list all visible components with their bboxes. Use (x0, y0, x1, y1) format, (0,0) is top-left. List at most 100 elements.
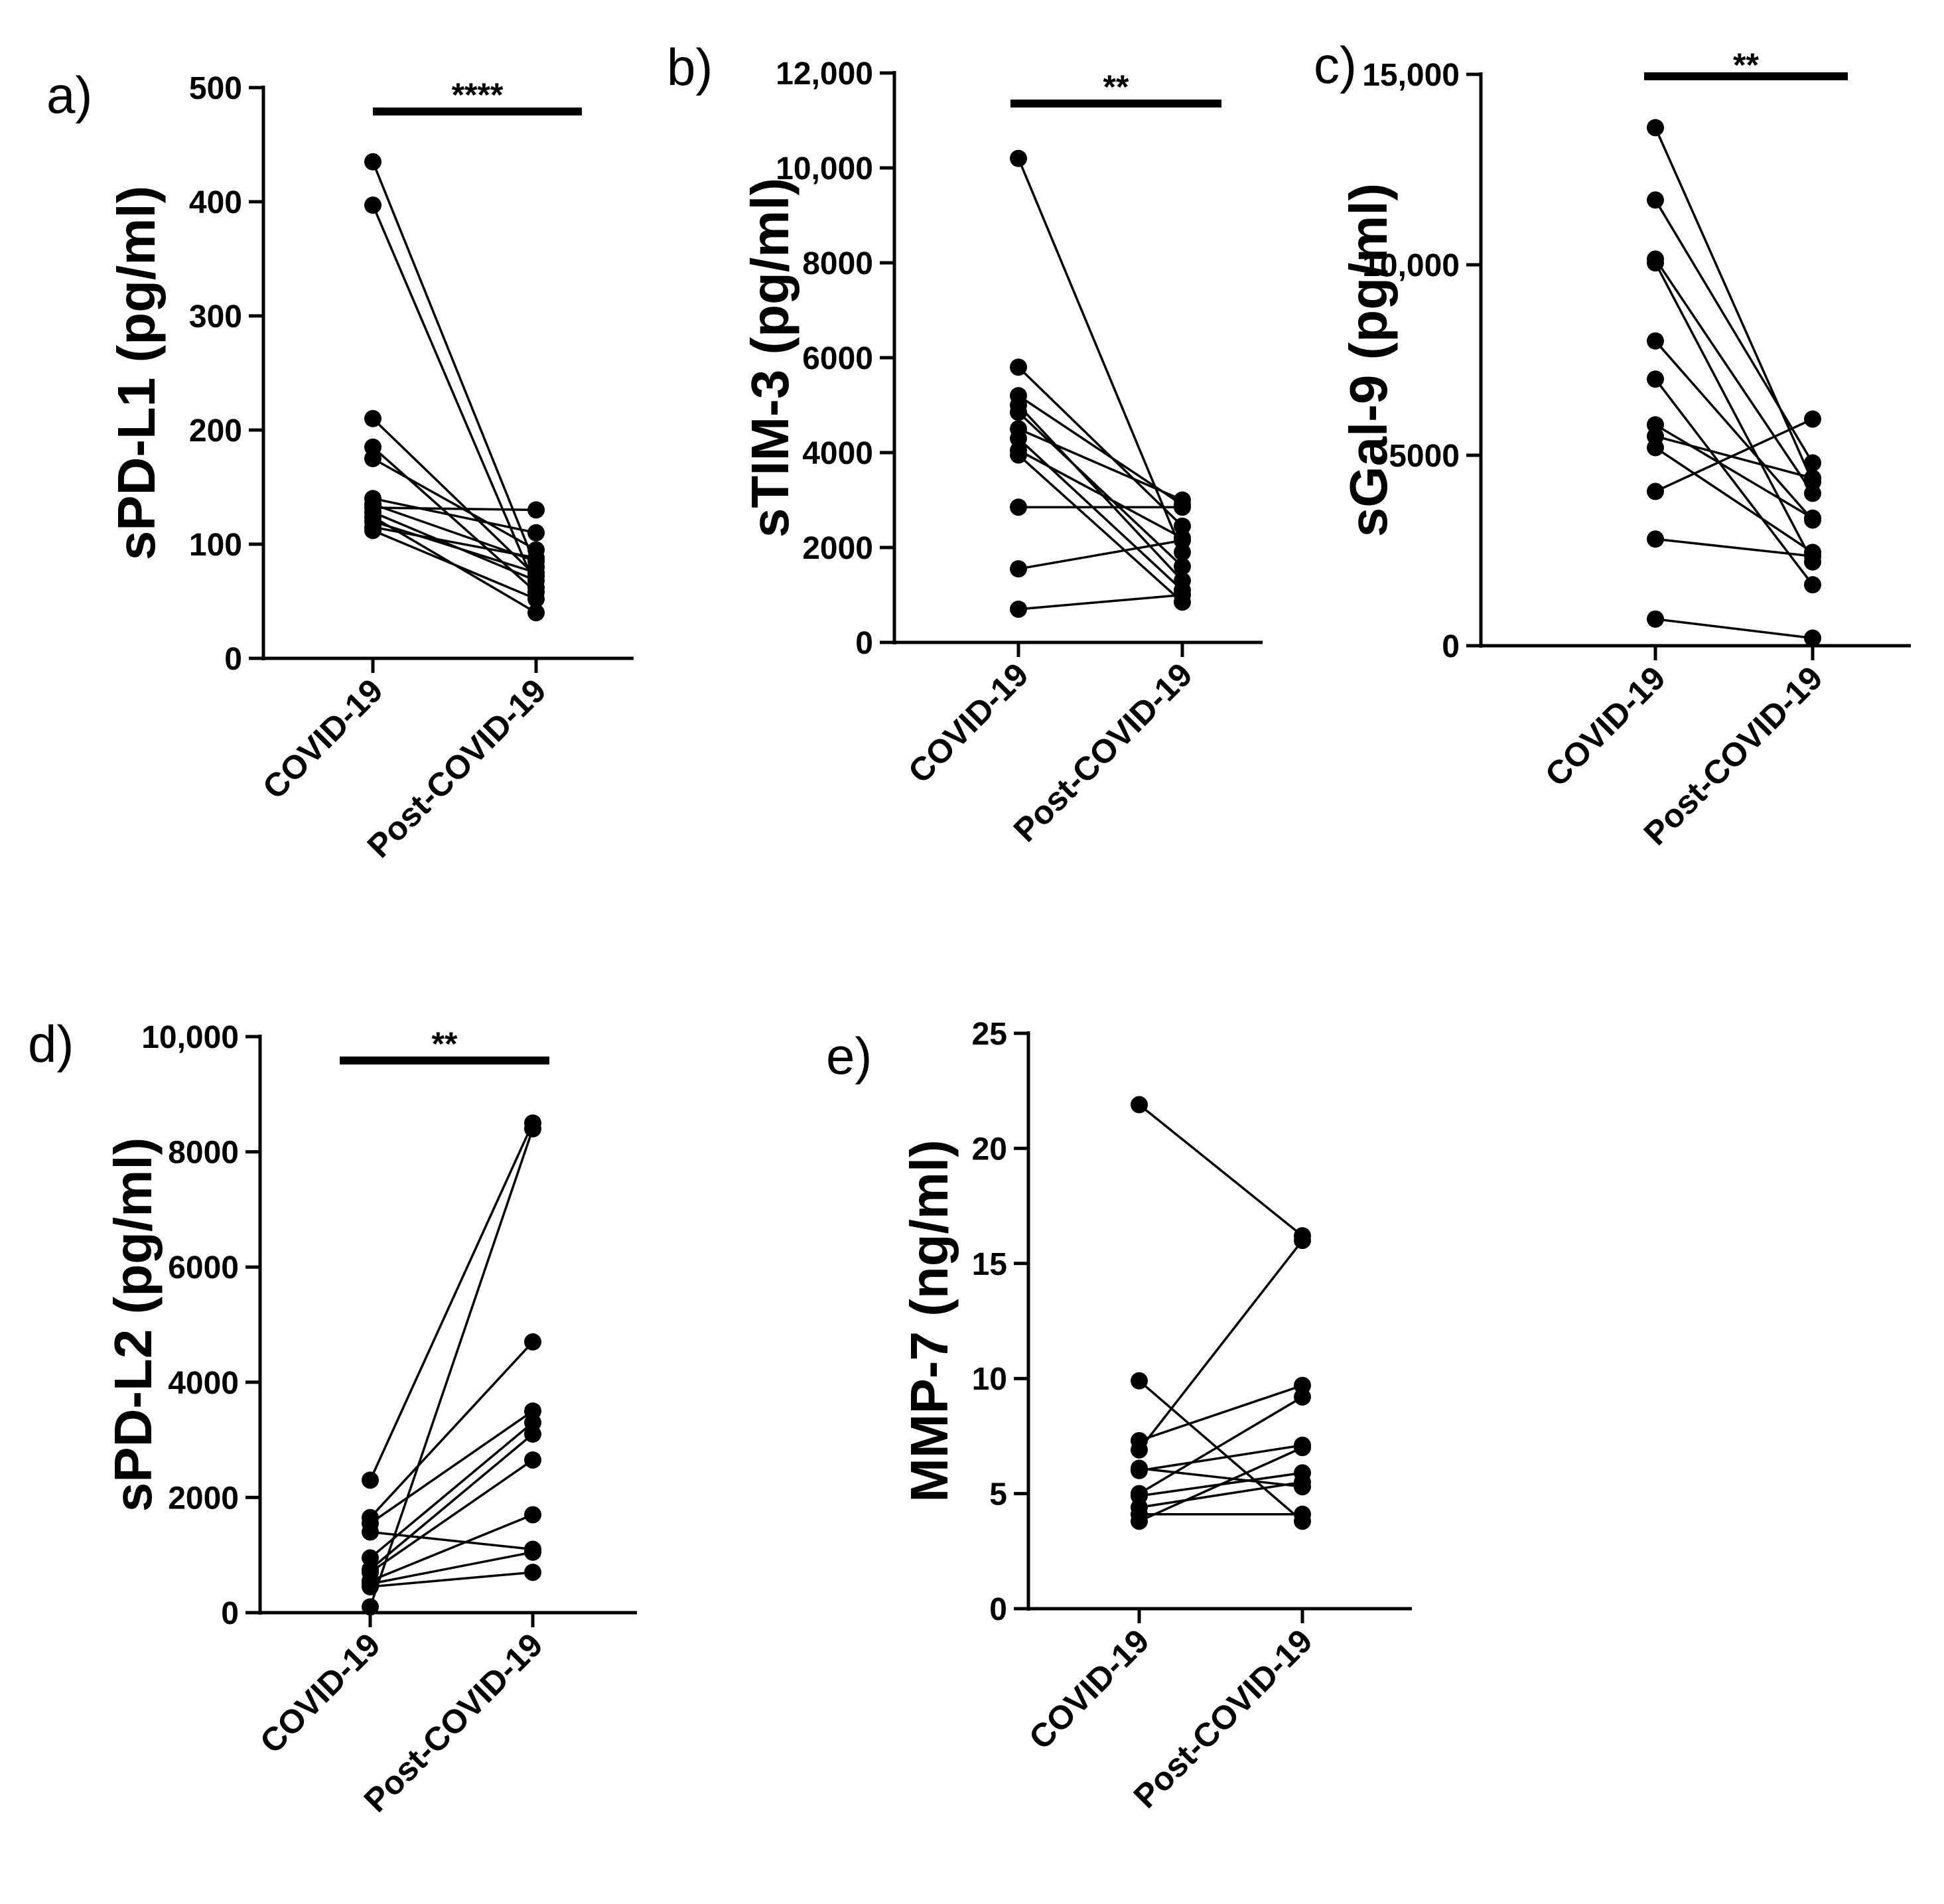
pair-line (369, 1122, 534, 1481)
data-point-covid (364, 522, 382, 540)
x-category-label: COVID-19 (255, 672, 390, 806)
pair-line (372, 497, 537, 534)
y-tick-label: 10,000 (1362, 248, 1460, 283)
x-category-label: Post-COVID-19 (357, 1626, 550, 1819)
data-point-post-covid (524, 1543, 541, 1561)
data-point-post-covid (524, 1425, 541, 1443)
y-tick-label: 6000 (168, 1250, 239, 1285)
data-point-post-covid (527, 524, 545, 542)
data-point-covid (1010, 600, 1027, 618)
y-tick-label: 4000 (168, 1366, 239, 1401)
y-tick-label: 6000 (802, 341, 873, 376)
data-point-covid (1131, 1512, 1148, 1530)
panel-letter: d) (28, 1015, 74, 1073)
y-tick-label: 200 (189, 413, 242, 449)
data-point-covid (1131, 1096, 1148, 1114)
chart-panel-3: c)0500010,00015,000COVID-19Post-COVID-19… (1314, 36, 1911, 852)
data-point-post-covid (1804, 629, 1821, 647)
data-point-covid (1647, 332, 1664, 350)
significance-label: ** (1733, 46, 1759, 84)
y-tick-label: 4000 (802, 436, 873, 471)
y-tick-label: 8000 (802, 246, 873, 281)
pair-line (1655, 447, 1813, 553)
data-point-covid (1010, 560, 1027, 578)
y-axis-title: sPD-L2 (pg/ml) (104, 1137, 163, 1512)
pair-line (1655, 417, 1813, 493)
pair-line (369, 1128, 534, 1607)
data-point-covid (1010, 429, 1027, 447)
data-point-post-covid (1294, 1388, 1311, 1406)
y-tick-label: 0 (221, 1596, 239, 1631)
pair-line (372, 446, 537, 593)
pair-line (369, 1433, 534, 1571)
pair-line (372, 457, 537, 551)
data-point-post-covid (1804, 469, 1821, 487)
pair-line (369, 1422, 534, 1559)
y-tick-label: 300 (189, 299, 242, 334)
data-point-covid (1647, 370, 1664, 388)
pair-line (1017, 366, 1184, 528)
pair-line (1654, 262, 1814, 563)
pair-line (1018, 394, 1183, 506)
pair-line (1655, 423, 1813, 520)
pair-line (1654, 378, 1814, 586)
y-tick-label: 8000 (168, 1135, 239, 1171)
y-tick-label: 0 (224, 642, 242, 677)
significance-label: ** (1103, 68, 1129, 106)
pair-line (372, 529, 537, 601)
data-point-covid (362, 1598, 379, 1616)
data-point-covid (1010, 498, 1027, 516)
pair-line (372, 520, 537, 574)
y-axis-title: sGal-9 (pg/ml) (1339, 183, 1398, 537)
pair-line (1138, 1104, 1304, 1237)
data-point-post-covid (1294, 1439, 1311, 1457)
data-point-covid (1647, 254, 1664, 272)
data-point-covid (1647, 191, 1664, 209)
pair-line (1139, 1396, 1303, 1495)
data-point-post-covid (527, 604, 545, 622)
pair-line (370, 1410, 533, 1524)
data-point-post-covid (1174, 517, 1191, 535)
pair-line (1017, 411, 1184, 567)
x-category-label: COVID-19 (253, 1626, 387, 1761)
data-point-post-covid (527, 590, 545, 608)
pair-line (1138, 1380, 1304, 1522)
y-tick-label: 400 (189, 185, 242, 220)
pair-line (1018, 427, 1183, 502)
pair-line (1017, 437, 1184, 591)
y-tick-label: 20 (972, 1132, 1007, 1167)
data-point-post-covid (527, 564, 545, 581)
data-point-covid (1131, 1441, 1148, 1459)
significance-label: **** (452, 76, 504, 113)
pair-line (1654, 340, 1814, 521)
data-point-covid (1010, 446, 1027, 464)
y-axis-title: sPD-L1 (pg/ml) (107, 186, 166, 560)
y-tick-label: 0 (855, 626, 873, 661)
x-category-label: Post-COVID-19 (360, 672, 553, 865)
y-tick-label: 10,000 (141, 1020, 239, 1055)
pair-line (372, 506, 537, 512)
x-category-label: COVID-19 (1022, 1622, 1156, 1757)
chart-panel-4: d) 0 2000 4000 6000 8000 10,000 COVID-19Post-CO… (28, 1015, 637, 1819)
pair-line (1654, 127, 1814, 482)
data-point-post-covid (1174, 544, 1191, 561)
pair-line (1018, 449, 1183, 540)
data-point-covid (1010, 149, 1027, 167)
y-tick-label: 5 (989, 1477, 1007, 1512)
data-point-covid (362, 1523, 379, 1541)
pair-line (370, 1513, 533, 1582)
y-tick-label: 10 (972, 1362, 1007, 1397)
pair-line (370, 1459, 533, 1574)
data-point-covid (1647, 119, 1664, 137)
data-point-post-covid (524, 1333, 541, 1351)
y-axis-title: MMP-7 (ng/ml) (900, 1139, 959, 1502)
pair-line (1139, 1481, 1303, 1509)
pair-line (372, 526, 537, 559)
pair-line (1655, 618, 1813, 640)
y-tick-label: 100 (189, 528, 242, 563)
pair-line (369, 1341, 534, 1518)
data-point-covid (364, 153, 382, 171)
pair-line (370, 1571, 533, 1588)
